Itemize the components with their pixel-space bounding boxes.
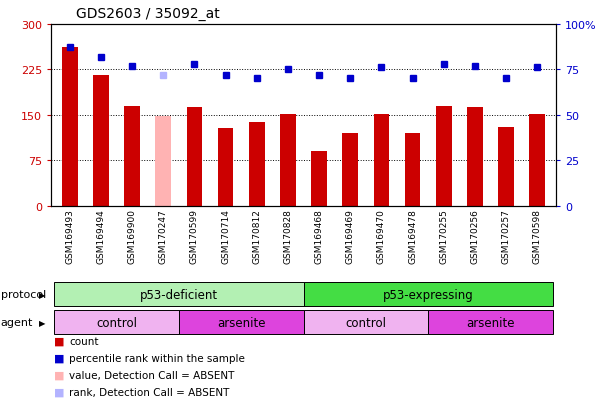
Bar: [498, 128, 514, 206]
Text: count: count: [69, 336, 99, 346]
Bar: [304, 311, 428, 335]
Bar: [156, 116, 171, 206]
Text: p53-deficient: p53-deficient: [140, 288, 218, 301]
Text: rank, Detection Call = ABSENT: rank, Detection Call = ABSENT: [69, 387, 230, 396]
Text: protocol: protocol: [1, 290, 46, 299]
Text: ■: ■: [54, 353, 64, 363]
Text: arsenite: arsenite: [466, 316, 514, 329]
Text: ■: ■: [54, 336, 64, 346]
Bar: [405, 133, 420, 206]
Text: ■: ■: [54, 387, 64, 396]
Text: ▶: ▶: [39, 318, 45, 327]
Bar: [343, 133, 358, 206]
Bar: [93, 76, 109, 206]
Text: ▶: ▶: [39, 290, 45, 299]
Bar: [54, 282, 304, 306]
Text: arsenite: arsenite: [217, 316, 266, 329]
Text: agent: agent: [1, 318, 33, 328]
Bar: [311, 152, 327, 206]
Bar: [218, 129, 233, 206]
Bar: [374, 114, 389, 206]
Text: percentile rank within the sample: percentile rank within the sample: [69, 353, 245, 363]
Bar: [428, 311, 553, 335]
Bar: [436, 107, 451, 206]
Bar: [124, 107, 140, 206]
Text: GDS2603 / 35092_at: GDS2603 / 35092_at: [76, 7, 220, 21]
Bar: [54, 311, 179, 335]
Bar: [280, 114, 296, 206]
Bar: [249, 123, 264, 206]
Text: control: control: [346, 316, 386, 329]
Bar: [187, 107, 202, 206]
Bar: [304, 282, 553, 306]
Text: p53-expressing: p53-expressing: [383, 288, 474, 301]
Bar: [529, 114, 545, 206]
Text: control: control: [96, 316, 137, 329]
Bar: [62, 48, 78, 206]
Bar: [467, 107, 483, 206]
Bar: [179, 311, 304, 335]
Text: ■: ■: [54, 370, 64, 380]
Text: value, Detection Call = ABSENT: value, Detection Call = ABSENT: [69, 370, 234, 380]
